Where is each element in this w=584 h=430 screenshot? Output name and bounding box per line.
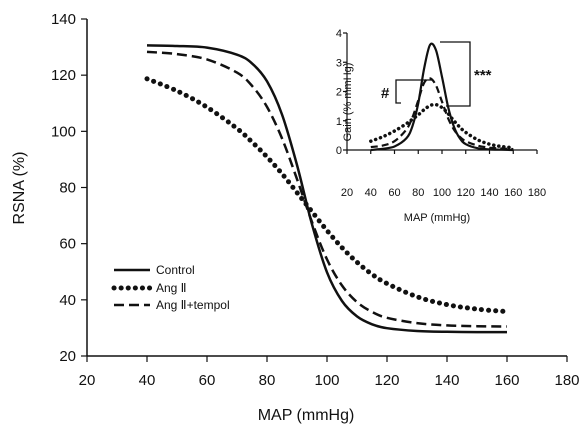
main-y-axis-label: RSNA (%) xyxy=(11,152,28,225)
main-y-tick-label: 80 xyxy=(59,180,76,197)
inset-y-tick-label: 2 xyxy=(336,87,342,99)
main-axes xyxy=(81,18,568,362)
main-x-axis-label: MAP (mmHg) xyxy=(258,407,355,424)
main-series xyxy=(144,44,510,334)
legend-label-ang-ii: Ang Ⅱ xyxy=(156,281,187,295)
main-series-line-dashed xyxy=(146,50,508,328)
main-y-tick-label: 100 xyxy=(51,123,76,140)
inset-series-line-dotted xyxy=(369,102,516,150)
inset-x-tick-label: 20 xyxy=(341,187,353,199)
main-x-tick-label: 100 xyxy=(314,372,339,389)
significance-bracket-control xyxy=(440,41,471,107)
inset-x-tick-label: 180 xyxy=(528,187,546,199)
legend-label-ang-ii-tempol: Ang Ⅱ+tempol xyxy=(156,298,230,312)
main-x-tick-label: 40 xyxy=(139,372,156,389)
significance-mark-hash: # xyxy=(381,85,390,102)
inset-y-tick-label: 1 xyxy=(336,116,342,128)
main-y-tick-label: 140 xyxy=(51,11,76,28)
inset-x-tick-label: 40 xyxy=(365,187,377,199)
main-series-line-solid xyxy=(146,44,508,334)
legend-label-control: Control xyxy=(156,263,195,277)
inset-x-tick-label: 60 xyxy=(388,187,400,199)
inset-x-tick-label: 80 xyxy=(412,187,424,199)
inset-x-tick-label: 100 xyxy=(433,187,451,199)
inset-x-axis-label: MAP (mmHg) xyxy=(404,212,470,224)
inset-x-tick-label: 160 xyxy=(504,187,522,199)
main-y-tick-label: 60 xyxy=(59,236,76,253)
main-x-tick-label: 180 xyxy=(554,372,579,389)
significance-mark-triple-star: *** xyxy=(474,67,492,84)
inset-y-axis-label: Gain (% mmHg) xyxy=(342,63,354,142)
inset-series-line-solid xyxy=(370,42,514,152)
legend: Control Ang Ⅱ Ang Ⅱ+tempol xyxy=(111,263,230,312)
main-y-tick-label: 120 xyxy=(51,67,76,84)
inset-y-tick-label: 3 xyxy=(336,57,342,69)
inset-series-line-dashed xyxy=(370,77,514,151)
inset-x-tick-label: 120 xyxy=(457,187,475,199)
inset-x-tick-label: 140 xyxy=(480,187,498,199)
inset-series xyxy=(369,42,516,152)
inset-background xyxy=(341,8,546,236)
inset-y-tick-label: 0 xyxy=(336,145,342,157)
significance-bracket-ang-ii xyxy=(395,79,432,104)
main-x-tick-label: 60 xyxy=(199,372,216,389)
main-x-tick-label: 140 xyxy=(434,372,459,389)
main-y-tick-label: 40 xyxy=(59,292,76,309)
main-series-line-dotted xyxy=(144,76,510,315)
inset-tick-labels: 20 40 60 80 100 120 140 160 180 0 1 2 3 4 xyxy=(336,28,546,199)
main-x-tick-label: 80 xyxy=(259,372,276,389)
main-y-tick-label: 20 xyxy=(59,348,76,365)
main-x-tick-label: 160 xyxy=(494,372,519,389)
main-x-tick-label: 120 xyxy=(374,372,399,389)
main-x-tick-label: 20 xyxy=(79,372,96,389)
inset-y-tick-label: 4 xyxy=(336,28,342,40)
